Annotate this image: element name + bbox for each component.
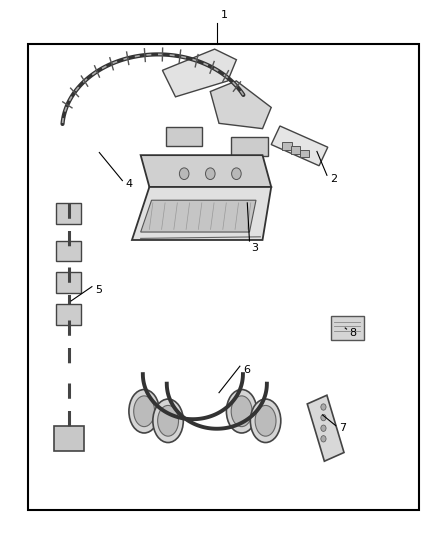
FancyBboxPatch shape [53,425,84,451]
Circle shape [321,435,326,442]
Bar [282,142,292,150]
Bar [291,146,300,154]
Circle shape [180,168,189,180]
Circle shape [321,415,326,421]
Circle shape [321,425,326,431]
Circle shape [321,404,326,410]
Text: 8: 8 [350,328,357,338]
Ellipse shape [134,396,155,426]
Polygon shape [141,200,256,232]
Text: 3: 3 [251,243,258,253]
Text: 1: 1 [221,10,228,20]
Polygon shape [271,126,328,166]
Text: 6: 6 [243,365,250,375]
Ellipse shape [153,399,184,442]
FancyBboxPatch shape [331,317,364,340]
Circle shape [232,168,241,180]
FancyBboxPatch shape [56,240,81,261]
FancyBboxPatch shape [231,137,268,156]
Polygon shape [307,395,344,461]
Text: 4: 4 [125,179,133,189]
FancyBboxPatch shape [56,304,81,325]
Polygon shape [162,49,237,97]
Ellipse shape [226,390,257,433]
Ellipse shape [231,396,252,426]
Ellipse shape [158,406,179,436]
Text: 7: 7 [339,423,346,433]
FancyBboxPatch shape [56,272,81,293]
Polygon shape [141,155,271,187]
Ellipse shape [255,406,276,436]
Polygon shape [210,81,271,128]
FancyBboxPatch shape [56,204,81,224]
Circle shape [205,168,215,180]
Polygon shape [132,187,271,240]
FancyBboxPatch shape [166,126,202,146]
Bar [300,150,309,157]
Text: 5: 5 [95,285,102,295]
Ellipse shape [129,390,159,433]
Ellipse shape [251,399,281,442]
Text: 2: 2 [330,174,337,184]
Bar [28,44,419,511]
